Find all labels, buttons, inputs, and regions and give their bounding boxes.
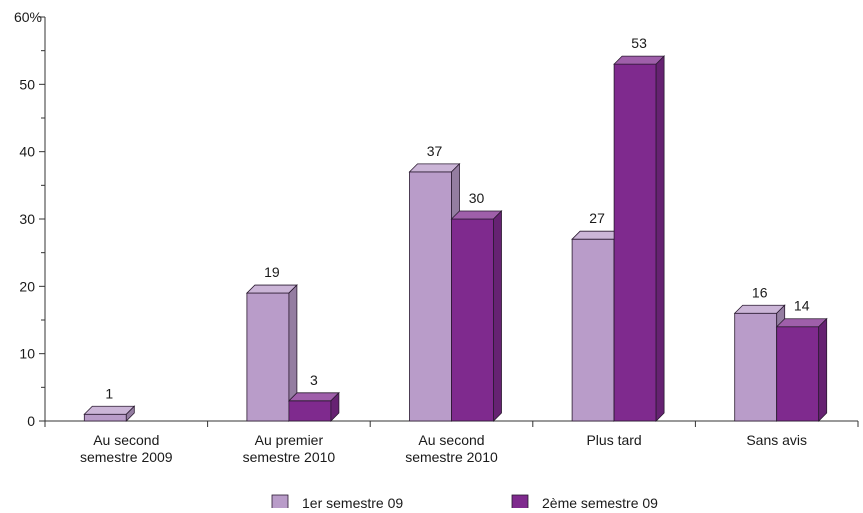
bar-2-1 [450,210,503,422]
y-tick-label: 40 [19,144,35,160]
bar-side [493,210,502,422]
bar-1-1 [287,391,340,422]
bar-side [818,317,828,422]
x-category-label: semestre 2009 [80,449,173,465]
bar-front [409,171,452,422]
bar-top [408,163,461,173]
bar-front [83,413,127,422]
bar-top [245,284,298,294]
bars [83,55,828,422]
bar-front [734,312,778,422]
data-label: 14 [794,298,810,314]
legend-label: 2ème semestre 09 [542,495,658,508]
y-tick-label: 10 [19,346,35,362]
legend-swatch [271,494,289,512]
bar-top [733,304,786,314]
x-category-label: Plus tard [586,432,641,448]
bar-top [775,318,828,328]
x-category-label: Sans avis [746,432,807,448]
bar-front [776,326,820,422]
legend-swatch [511,494,529,512]
x-category-label: semestre 2010 [243,449,336,465]
data-label: 27 [589,210,605,226]
bar-top [83,405,136,415]
legend-label: 1er semestre 09 [302,495,403,508]
bar-1-0 [245,284,298,422]
data-label: 53 [631,35,647,51]
x-category-label: Au premier [255,432,324,448]
bar-0-0 [83,405,136,422]
bar-front [613,63,657,422]
legend-item-0: 1er semestre 09 [271,494,403,512]
bar-side [125,405,135,422]
bar-3-1 [613,55,666,422]
legend: 1er semestre 09 2ème semestre 09 [271,494,658,512]
y-unit-label: 60% [14,9,42,25]
data-label: 19 [264,264,280,280]
data-label: 16 [752,284,768,300]
bar-top [287,392,340,402]
bar-top [613,55,666,65]
bar-side [655,55,665,422]
x-category-label: Au second [418,432,484,448]
data-labels: 1 19 3 37 30 27 53 16 14 [105,35,809,401]
bar-side [330,391,340,422]
bar-front [451,218,494,422]
bar-top [450,210,503,220]
data-label: 1 [105,385,113,401]
bar-4-1 [775,317,828,422]
bar-front [288,400,332,422]
y-tick-label: 30 [19,211,35,227]
x-category-label: semestre 2010 [405,449,498,465]
legend-item-1: 2ème semestre 09 [511,494,658,512]
bar-front [246,292,290,422]
y-tick-label: 50 [19,76,35,92]
x-category-label: Au second [93,432,159,448]
y-tick-label: 20 [19,278,35,294]
data-label: 3 [310,372,318,388]
bar-front [571,238,615,422]
y-tick-label: 0 [27,413,35,429]
data-label: 30 [469,190,485,206]
data-label: 37 [427,143,443,159]
